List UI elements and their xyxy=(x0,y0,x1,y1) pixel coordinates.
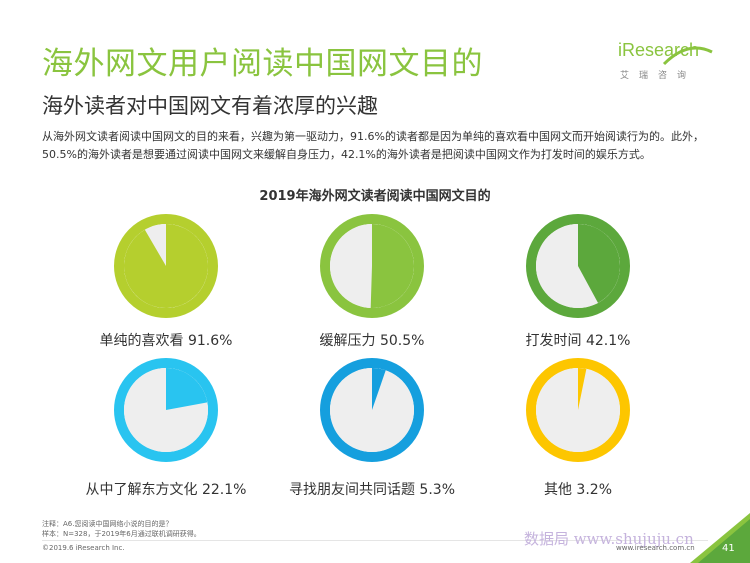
logo-subtext: 艾瑞咨询 xyxy=(620,71,697,81)
pie-ring xyxy=(320,358,424,462)
iresearch-logo: iResearch 艾瑞咨询 xyxy=(618,40,713,85)
chart-title: 2019年海外网文读者阅读中国网文目的 xyxy=(259,189,491,204)
footnote: 注释：A6.您阅读中国网络小说的目的是？ 样本：N=328，于2019年6月通过… xyxy=(42,519,201,539)
pie-label: 从中了解东方文化 22.1% xyxy=(86,482,247,498)
pie-label: 打发时间 42.1% xyxy=(526,332,631,349)
pie-slice xyxy=(370,224,415,309)
footer-site: www.iresearch.com.cn xyxy=(616,544,695,552)
pie-ring xyxy=(526,358,630,462)
logo-swoosh-icon xyxy=(662,46,713,66)
footer-divider xyxy=(42,540,708,541)
pie-label: 单纯的喜欢看 91.6% xyxy=(100,333,233,349)
pie-label: 寻找朋友间共同话题 5.3% xyxy=(289,482,455,498)
pie-6: 其他 3.2% xyxy=(526,358,630,498)
page-number: 41 xyxy=(722,543,735,554)
pie-ring xyxy=(114,358,218,462)
pie-4: 从中了解东方文化 22.1% xyxy=(86,358,247,498)
pie-slice xyxy=(123,224,208,309)
pie-slice xyxy=(372,368,386,410)
pie-ring xyxy=(320,214,424,318)
logo-wordmark: iResearch xyxy=(618,40,700,60)
description-paragraph: 从海外网文读者阅读中国网文的目的来看，兴趣为第一驱动力，91.6%的读者都是因为… xyxy=(42,130,704,161)
pie-label: 其他 3.2% xyxy=(544,482,612,498)
footnote-sample: 样本：N=328，于2019年6月通过联机调研获得。 xyxy=(42,530,201,538)
pie-5: 寻找朋友间共同话题 5.3% xyxy=(289,358,455,498)
page-title: 海外网文用户阅读中国网文目的 xyxy=(42,46,483,82)
pie-slice xyxy=(578,224,620,303)
page-subtitle: 海外读者对中国网文有着浓厚的兴趣 xyxy=(42,94,378,118)
pie-2: 缓解压力 50.5% xyxy=(320,214,425,349)
pie-slice xyxy=(578,368,587,410)
pie-ring xyxy=(526,214,630,318)
pie-slice xyxy=(166,368,208,410)
copyright: ©2019.6 iResearch Inc. xyxy=(42,544,125,552)
pie-1: 单纯的喜欢看 91.6% xyxy=(100,214,233,349)
pie-ring xyxy=(114,214,218,318)
footnote-question: 注释：A6.您阅读中国网络小说的目的是？ xyxy=(42,520,173,528)
corner-decoration xyxy=(690,513,750,563)
watermark: 数据局 www.shujuju.cn xyxy=(524,530,694,548)
pie-label: 缓解压力 50.5% xyxy=(320,333,425,349)
pie-3: 打发时间 42.1% xyxy=(526,214,631,349)
